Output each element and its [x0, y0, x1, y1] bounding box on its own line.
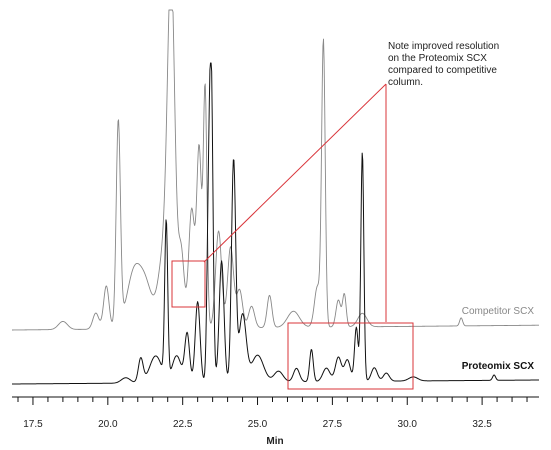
callout-line-left [203, 83, 387, 263]
series-label-proteomix: Proteomix SCX [462, 361, 535, 372]
note-line-4: column. [388, 77, 423, 88]
x-axis-title: Min [266, 436, 283, 447]
highlight-box-small [171, 260, 206, 308]
x-axis: 17.5 20.0 22.5 25.0 27.5 30.0 32.5 [12, 396, 539, 430]
highlight-boxes [171, 83, 414, 390]
note-line-3: compared to competitive [388, 65, 497, 76]
x-tick-label: 20.0 [98, 419, 118, 430]
chromatogram-traces [11, 9, 540, 385]
note-line-2: on the Proteomix SCX [388, 53, 487, 64]
x-tick-label: 27.5 [323, 419, 343, 430]
x-tick-label: 17.5 [23, 419, 43, 430]
series-label-competitor: Competitor SCX [462, 306, 535, 317]
x-tick-label: 30.0 [398, 419, 418, 430]
note-line-1: Note improved resolution [388, 41, 499, 52]
series-line-proteomix [12, 62, 539, 385]
series-line-competitor [11, 9, 540, 331]
x-tick-label: 32.5 [472, 419, 492, 430]
x-tick-label: 25.0 [248, 419, 268, 430]
highlight-box-large [287, 322, 414, 390]
annotation-note: Note improved resolution on the Proteomi… [388, 41, 499, 88]
x-tick-label: 22.5 [173, 419, 193, 430]
